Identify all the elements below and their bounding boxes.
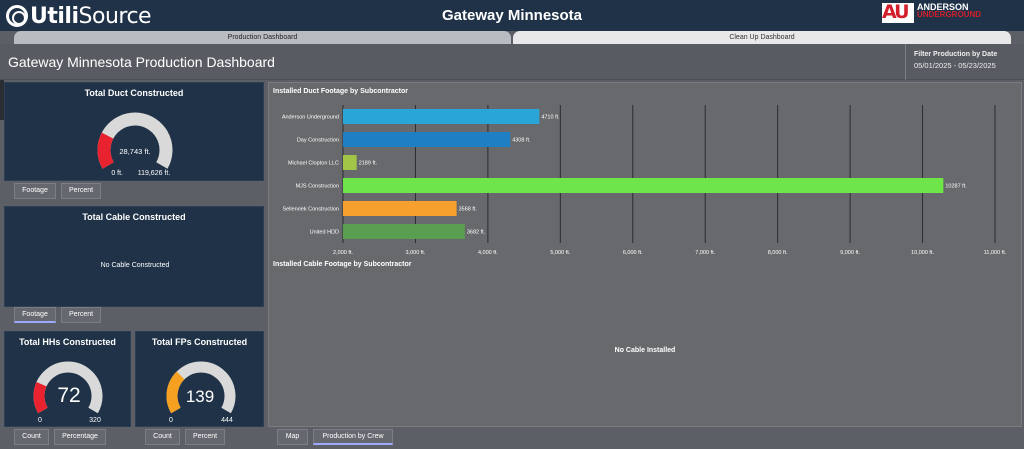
page-title: Gateway Minnesota Production Dashboard xyxy=(8,54,275,70)
duct-percent-button[interactable]: Percent xyxy=(61,183,101,199)
hh-value: 72 xyxy=(57,384,81,407)
utilisource-logo: UtiliSource xyxy=(6,3,152,29)
total-fps-card: Total FPs Constructed 139 0 444 xyxy=(135,331,264,427)
au-logo-icon xyxy=(882,1,914,23)
gauge-fill xyxy=(97,132,114,169)
fp-max-label: 444 xyxy=(221,417,233,424)
duct-footage-button[interactable]: Footage xyxy=(14,183,56,199)
top-bar: UtiliSource Gateway Minnesota ANDERSON U… xyxy=(0,0,1024,31)
x-tick-label: 5,000 ft. xyxy=(550,250,570,256)
fp-count-button[interactable]: Count xyxy=(145,429,180,445)
x-tick-label: 8,000 ft. xyxy=(768,250,788,256)
fp-gauge xyxy=(166,361,236,414)
logo-text: UtiliSource xyxy=(30,3,152,29)
x-tick-label: 3,000 ft. xyxy=(405,250,425,256)
total-hhs-card: Total HHs Constructed 72 0 320 xyxy=(4,331,131,427)
x-tick-label: 10,000 ft. xyxy=(911,250,934,256)
date-filter[interactable]: Filter Production by Date 05/01/2025 - 0… xyxy=(905,44,1024,80)
total-duct-card: Total Duct Constructed 28,743 ft. 0 ft. … xyxy=(4,82,264,181)
card-title: Total Cable Constructed xyxy=(82,212,186,222)
cable-percent-button[interactable]: Percent xyxy=(61,307,101,323)
bar xyxy=(343,109,540,124)
hh-gauge xyxy=(33,361,103,414)
app-title: Gateway Minnesota xyxy=(441,7,583,24)
filter-date-range[interactable]: 05/01/2025 - 05/23/2025 xyxy=(914,61,996,70)
category-label: Sellenriek Construction xyxy=(282,207,339,213)
hh-max-label: 320 xyxy=(89,417,101,424)
duct-max-label: 119,626 ft. xyxy=(137,170,171,177)
total-cable-card: Total Cable Constructed No Cable Constru… xyxy=(4,206,264,307)
duct-bar-chart: 2,000 ft. 3,000 ft. 4,000 ft. 5,000 ft. 6,00… xyxy=(282,105,1007,256)
map-button[interactable]: Map xyxy=(277,429,308,445)
duct-value: 28,743 ft. xyxy=(119,147,151,156)
production-by-crew-button[interactable]: Production by Crew xyxy=(313,429,393,445)
category-label: Anderson Underground xyxy=(282,115,339,121)
x-tick-label: 11,000 ft. xyxy=(984,250,1007,256)
x-tick-label: 7,000 ft. xyxy=(695,250,715,256)
bar-value-label: 4710 ft. xyxy=(541,115,560,121)
bar xyxy=(343,155,357,170)
fp-value: 139 xyxy=(185,387,215,406)
hh-count-button[interactable]: Count xyxy=(14,429,49,445)
hh-percentage-button[interactable]: Percentage xyxy=(54,429,106,445)
gauge-track xyxy=(97,112,173,169)
no-cable-message: No Cable Constructed xyxy=(100,262,170,269)
duct-gauge xyxy=(97,112,173,169)
filter-label: Filter Production by Date xyxy=(914,51,998,58)
bar xyxy=(343,224,465,239)
bar xyxy=(343,178,944,193)
category-label: Michael Clopton LLC xyxy=(288,161,339,167)
brand-line1: ANDERSON xyxy=(917,2,969,12)
x-tick-label: 9,000 ft. xyxy=(840,250,860,256)
anderson-underground-logo: ANDERSON UNDERGROUND xyxy=(882,1,981,23)
category-label: Day Construction xyxy=(297,138,339,144)
card-title: Total FPs Constructed xyxy=(151,337,248,347)
bar-value-label: 3682 ft. xyxy=(467,230,486,236)
bar-value-label: 3568 ft. xyxy=(459,207,478,213)
x-tick-label: 2,000 ft. xyxy=(333,250,353,256)
card-title: Total Duct Constructed xyxy=(84,88,184,98)
utilisource-logo-icon xyxy=(6,5,28,27)
gauge-fill xyxy=(33,381,48,414)
category-label: MJS Construction xyxy=(296,184,339,190)
tab-production-dashboard[interactable]: Production Dashboard xyxy=(14,31,511,44)
cable-chart-title: Installed Cable Footage by Subcontractor xyxy=(273,261,412,268)
bar xyxy=(343,132,511,147)
card-title: Total HHs Constructed xyxy=(19,337,116,347)
hh-min-label: 0 xyxy=(38,417,42,424)
bar-value-label: 10287 ft. xyxy=(945,184,967,190)
no-cable-installed-message: No Cable Installed xyxy=(614,347,676,354)
duct-chart-title: Installed Duct Footage by Subcontractor xyxy=(273,88,408,95)
bar-value-label: 2189 ft. xyxy=(359,161,378,167)
gauge-fill xyxy=(166,371,185,414)
x-tick-label: 4,000 ft. xyxy=(478,250,498,256)
x-tick-label: 6,000 ft. xyxy=(623,250,643,256)
fp-min-label: 0 xyxy=(169,417,173,424)
category-label: United HDD xyxy=(310,230,339,236)
tab-clean-up-dashboard[interactable]: Clean Up Dashboard xyxy=(513,31,1011,44)
page-header: Gateway Minnesota Production Dashboard F… xyxy=(0,44,1024,80)
chart-panel: Installed Duct Footage by Subcontractor … xyxy=(268,82,1022,427)
bar xyxy=(343,201,457,216)
duct-min-label: 0 ft. xyxy=(111,170,123,177)
side-edge xyxy=(0,80,4,120)
fp-percent-button[interactable]: Percent xyxy=(185,429,225,445)
brand-line2: UNDERGROUND xyxy=(917,10,981,19)
cable-footage-button[interactable]: Footage xyxy=(14,307,56,323)
bar-value-label: 4308 ft. xyxy=(512,138,531,144)
